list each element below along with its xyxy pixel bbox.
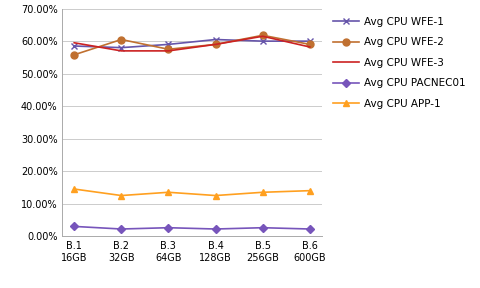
Avg CPU WFE-2 <box>213 43 218 46</box>
Avg CPU WFE-1 <box>72 44 77 48</box>
Avg CPU WFE-1 <box>260 39 265 43</box>
Avg CPU APP-1 <box>213 194 218 197</box>
Line: Avg CPU WFE-2: Avg CPU WFE-2 <box>71 32 313 58</box>
Avg CPU PACNEC01 <box>119 227 124 231</box>
Avg CPU WFE-3 <box>166 49 171 53</box>
Legend: Avg CPU WFE-1, Avg CPU WFE-2, Avg CPU WFE-3, Avg CPU PACNEC01, Avg CPU APP-1: Avg CPU WFE-1, Avg CPU WFE-2, Avg CPU WF… <box>329 14 468 112</box>
Avg CPU WFE-2 <box>72 53 77 56</box>
Avg CPU WFE-3 <box>119 49 124 53</box>
Avg CPU WFE-3 <box>307 45 312 49</box>
Avg CPU PACNEC01 <box>213 227 218 231</box>
Avg CPU APP-1 <box>260 191 265 194</box>
Avg CPU PACNEC01 <box>260 226 265 230</box>
Avg CPU PACNEC01 <box>72 225 77 228</box>
Avg CPU WFE-1 <box>166 43 171 46</box>
Avg CPU PACNEC01 <box>166 226 171 230</box>
Avg CPU WFE-2 <box>119 38 124 41</box>
Avg CPU WFE-1 <box>119 46 124 49</box>
Avg CPU APP-1 <box>307 189 312 192</box>
Line: Avg CPU WFE-3: Avg CPU WFE-3 <box>74 36 310 51</box>
Avg CPU PACNEC01 <box>307 227 312 231</box>
Avg CPU APP-1 <box>72 187 77 191</box>
Line: Avg CPU PACNEC01: Avg CPU PACNEC01 <box>72 223 312 232</box>
Avg CPU WFE-3 <box>260 35 265 38</box>
Avg CPU APP-1 <box>166 191 171 194</box>
Avg CPU WFE-2 <box>260 34 265 37</box>
Avg CPU WFE-3 <box>213 43 218 46</box>
Avg CPU WFE-2 <box>166 48 171 51</box>
Avg CPU WFE-1 <box>307 39 312 43</box>
Avg CPU WFE-3 <box>72 41 77 45</box>
Line: Avg CPU WFE-1: Avg CPU WFE-1 <box>71 36 313 51</box>
Avg CPU WFE-2 <box>307 43 312 46</box>
Avg CPU WFE-1 <box>213 38 218 41</box>
Avg CPU APP-1 <box>119 194 124 197</box>
Line: Avg CPU APP-1: Avg CPU APP-1 <box>71 185 313 199</box>
